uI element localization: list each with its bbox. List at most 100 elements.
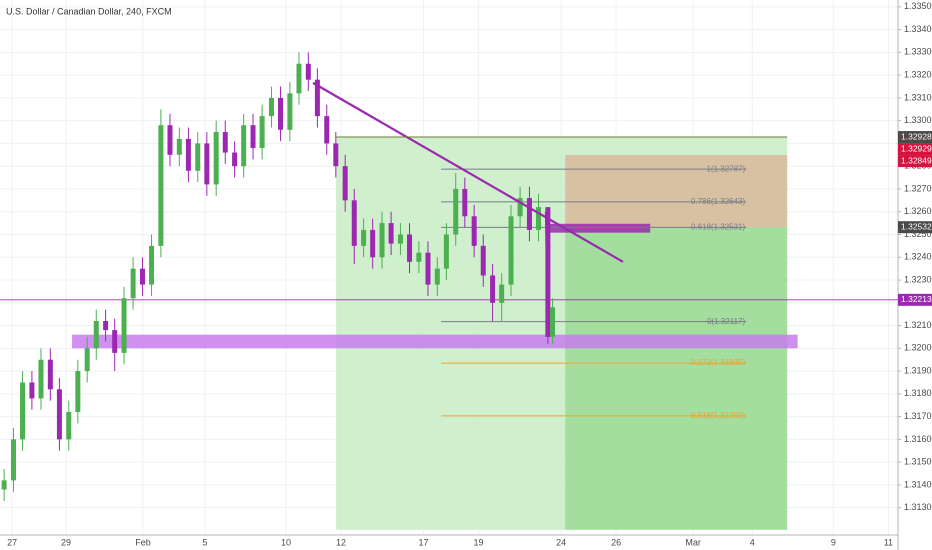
y-tick-label: 1.31800: [904, 388, 932, 398]
candle-body: [333, 143, 339, 167]
zone: [565, 155, 788, 228]
x-tick-label: 29: [61, 537, 71, 547]
candle-body: [176, 138, 182, 155]
candle-body: [508, 216, 514, 285]
candle-body: [443, 234, 449, 269]
x-tick-label: Mar: [685, 537, 701, 547]
axes: 1.33500 1.33400 1.33300 1.33200 1.33100 1.330…: [7, 1, 932, 547]
trend-line: [312, 81, 624, 263]
x-tick-label: 24: [556, 537, 566, 547]
candle-body: [453, 188, 459, 235]
candle-body: [471, 216, 477, 246]
y-tick-label: 1.32600: [904, 206, 932, 216]
candle-body: [121, 298, 127, 353]
x-tick-label: 4: [750, 537, 755, 547]
price-badge: [898, 155, 932, 168]
candle-body: [361, 229, 367, 246]
candle-body: [185, 138, 191, 171]
y-tick-label: 1.33400: [904, 24, 932, 34]
y-tick-label: 1.32500: [904, 229, 932, 239]
chart-title: U.S. Dollar / Canadian Dollar, 240, FXCM: [6, 6, 172, 16]
candle-body: [158, 125, 164, 246]
candle-body: [139, 268, 145, 285]
candle-body: [268, 97, 274, 117]
x-tick-label: 19: [474, 537, 484, 547]
candle-body: [47, 359, 53, 390]
candle-body: [250, 125, 256, 148]
candle-body: [93, 321, 99, 349]
zone: [548, 223, 651, 233]
zone: [565, 227, 788, 530]
y-tick-label: 1.33200: [904, 70, 932, 80]
candle-body: [370, 229, 376, 258]
y-tick-label: 1.32700: [904, 183, 932, 193]
candle-body: [103, 321, 109, 331]
candle-body: [56, 389, 62, 440]
candle-body: [278, 97, 284, 130]
x-tick-label: 27: [7, 537, 17, 547]
candle-body: [425, 252, 431, 285]
candle-body: [499, 284, 505, 303]
price-badge-label: 1.32532: [901, 221, 932, 231]
x-tick-label: 12: [336, 537, 346, 547]
x-tick-label: 11: [884, 537, 893, 547]
candle-body: [517, 198, 523, 217]
candle-body: [388, 223, 394, 244]
candle-body: [434, 268, 440, 285]
trend-line: [544, 211, 550, 335]
x-tick-label: 10: [281, 537, 291, 547]
drawings: 1(1.32787) 0.786(1.32643) 0.618(1.32531) 0(…: [0, 137, 898, 530]
candle-body: [536, 207, 542, 230]
y-tick-label: 1.32300: [904, 274, 932, 284]
candle-body: [130, 268, 136, 299]
price-badge: [898, 143, 932, 156]
y-tick-label: 1.33300: [904, 47, 932, 57]
candles: [1, 52, 556, 501]
y-tick-label: 1.31900: [904, 365, 932, 375]
candle-body: [480, 245, 486, 276]
candle-body: [305, 63, 311, 80]
x-tick-label: 5: [202, 537, 207, 547]
candle-body: [222, 132, 228, 153]
candle-body: [29, 382, 35, 399]
candle-body: [66, 412, 72, 440]
price-badge-label: 1.32849: [901, 155, 932, 165]
candle-body: [75, 371, 81, 413]
candle-body: [195, 143, 201, 171]
candle-body: [84, 348, 90, 372]
candle-body: [259, 116, 265, 148]
candle-body: [379, 223, 385, 258]
price-badge-label: 1.32928: [901, 131, 932, 141]
candle-body: [20, 382, 26, 440]
candle-body: [241, 125, 247, 167]
candle-body: [342, 166, 348, 201]
candle-body: [112, 330, 118, 353]
y-tick-label: 1.31400: [904, 479, 932, 489]
y-tick-label: 1.32100: [904, 320, 932, 330]
y-tick-label: 1.33500: [904, 1, 932, 11]
candle-body: [397, 234, 403, 244]
y-tick-label: 1.31700: [904, 411, 932, 421]
x-tick-label: Feb: [135, 537, 151, 547]
y-tick-label: 1.33100: [904, 92, 932, 102]
fib-label: -0.618(1.31703): [688, 411, 745, 420]
price-badge: [898, 221, 932, 234]
fib-label: 1(1.32787): [706, 164, 745, 173]
candle-body: [232, 152, 238, 167]
candle-body: [1, 480, 7, 490]
candle-body: [167, 125, 173, 155]
candle-body: [550, 307, 556, 337]
candle-body: [314, 79, 320, 117]
x-tick-label: 9: [831, 537, 836, 547]
candle-body: [324, 116, 330, 144]
candle-body: [462, 188, 468, 217]
candle-body: [526, 198, 532, 230]
candle-body: [416, 252, 422, 262]
zone: [72, 334, 798, 349]
x-tick-label: 26: [611, 537, 621, 547]
x-tick-label: 17: [419, 537, 429, 547]
y-tick-label: 1.32400: [904, 252, 932, 262]
candle-body: [287, 93, 293, 130]
candle-body: [10, 439, 16, 481]
